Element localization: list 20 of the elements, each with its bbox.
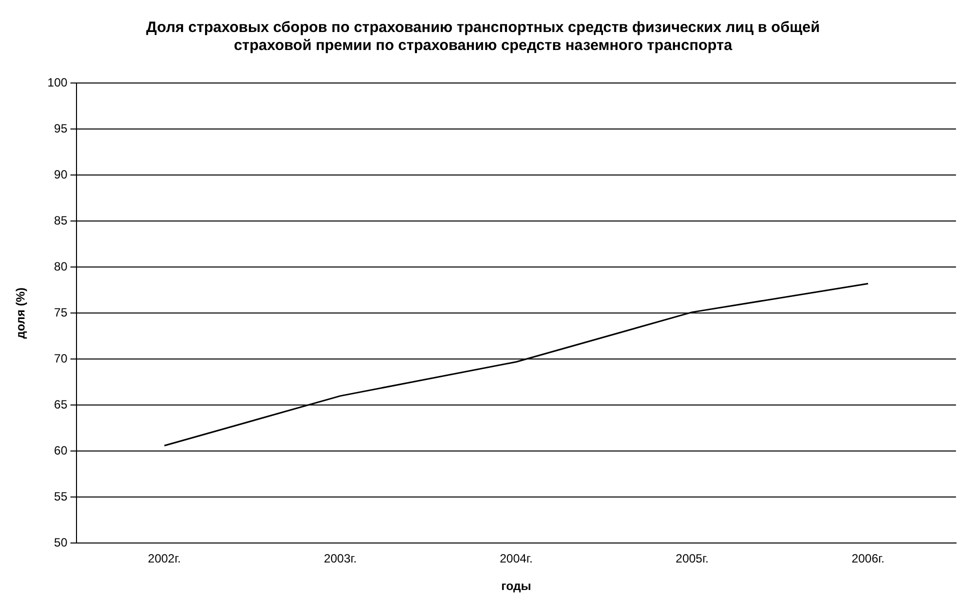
x-tick-label: 2002г.: [148, 552, 181, 566]
y-tick-label: 55: [54, 489, 68, 504]
y-tick-label: 50: [54, 536, 68, 550]
y-tick-label: 75: [54, 305, 68, 320]
y-tick-label: 90: [54, 167, 68, 182]
x-axis-title: годы: [501, 579, 532, 594]
x-tick-label: 2005г.: [676, 552, 709, 566]
y-tick-label: 95: [54, 121, 68, 136]
text: Доля страховых сборов по страхованию транспортных средств физических лиц в общей: [146, 19, 820, 36]
y-tick-label: 85: [54, 213, 68, 228]
y-tick-label: 100: [47, 75, 68, 90]
y-tick-label: 60: [54, 443, 68, 458]
y-tick-label: 65: [54, 397, 68, 412]
y-axis-title: доля (%): [14, 287, 28, 339]
x-tick-label: 2004г.: [500, 552, 533, 566]
y-tick-label: 70: [54, 351, 68, 366]
y-tick-label: 80: [54, 259, 68, 274]
x-tick-label: 2006г.: [852, 552, 885, 566]
x-tick-label: 2003г.: [324, 552, 357, 566]
text: страховой премии по страхованию средств наземного транспорта: [234, 37, 732, 54]
